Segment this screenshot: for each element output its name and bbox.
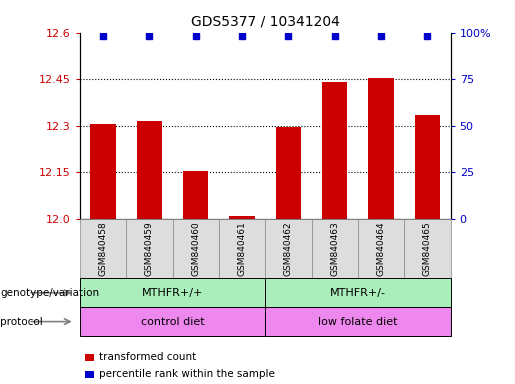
- Point: [99, 33, 107, 40]
- Point: [192, 33, 200, 40]
- Point: [423, 33, 432, 40]
- Text: genotype/variation: genotype/variation: [0, 288, 99, 298]
- Text: control diet: control diet: [141, 316, 204, 327]
- Text: GSM840459: GSM840459: [145, 221, 154, 276]
- Title: GDS5377 / 10341204: GDS5377 / 10341204: [191, 15, 340, 29]
- Bar: [90, 124, 116, 219]
- Text: transformed count: transformed count: [99, 352, 197, 362]
- Text: GSM840458: GSM840458: [98, 221, 108, 276]
- Bar: [368, 78, 394, 219]
- Text: GSM840462: GSM840462: [284, 221, 293, 276]
- Point: [238, 33, 246, 40]
- Point: [145, 33, 153, 40]
- Bar: [183, 171, 209, 219]
- Point: [377, 33, 385, 40]
- Point: [331, 33, 339, 40]
- Text: GSM840460: GSM840460: [191, 221, 200, 276]
- Text: MTHFR+/+: MTHFR+/+: [142, 288, 203, 298]
- Text: low folate diet: low folate diet: [318, 316, 398, 327]
- Point: [284, 33, 293, 40]
- Text: GSM840461: GSM840461: [237, 221, 247, 276]
- Text: protocol: protocol: [0, 316, 43, 327]
- Bar: [415, 115, 440, 219]
- Text: GSM840465: GSM840465: [423, 221, 432, 276]
- Text: percentile rank within the sample: percentile rank within the sample: [99, 369, 276, 379]
- Bar: [229, 216, 255, 219]
- Bar: [276, 127, 301, 219]
- Text: MTHFR+/-: MTHFR+/-: [330, 288, 386, 298]
- Text: GSM840464: GSM840464: [376, 221, 386, 276]
- Bar: [136, 121, 162, 219]
- Text: GSM840463: GSM840463: [330, 221, 339, 276]
- Bar: [322, 82, 348, 219]
